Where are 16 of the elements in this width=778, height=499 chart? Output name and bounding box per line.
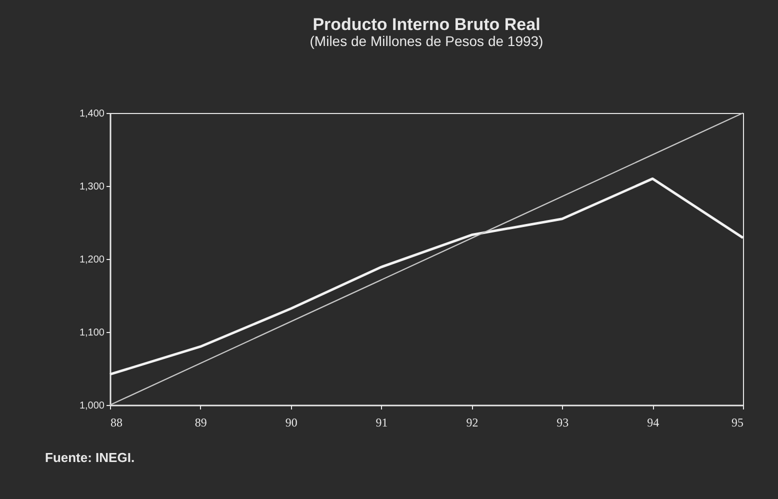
y-tick-label: 1,400 <box>79 108 105 120</box>
x-tick-label: 94 <box>647 416 660 430</box>
x-tick-label: 93 <box>556 416 569 430</box>
chart-title: Producto Interno Bruto Real <box>312 15 540 34</box>
x-tick-label: 88 <box>110 416 122 430</box>
y-tick-label: 1,000 <box>79 400 105 412</box>
y-tick-label: 1,100 <box>79 328 105 338</box>
y-tick-label: 1,200 <box>79 254 105 266</box>
x-tick-label: 89 <box>194 416 207 430</box>
x-tick-label: 92 <box>466 416 478 430</box>
x-tick-label: 91 <box>376 416 388 430</box>
chart-subtitle: (Miles de Millones de Pesos de 1993) <box>310 33 544 49</box>
x-tick-label: 90 <box>285 416 298 430</box>
x-tick-label: 95 <box>732 416 744 430</box>
source-note: Fuente: INEGI. <box>45 450 135 465</box>
y-tick-label: 1,300 <box>79 182 105 192</box>
